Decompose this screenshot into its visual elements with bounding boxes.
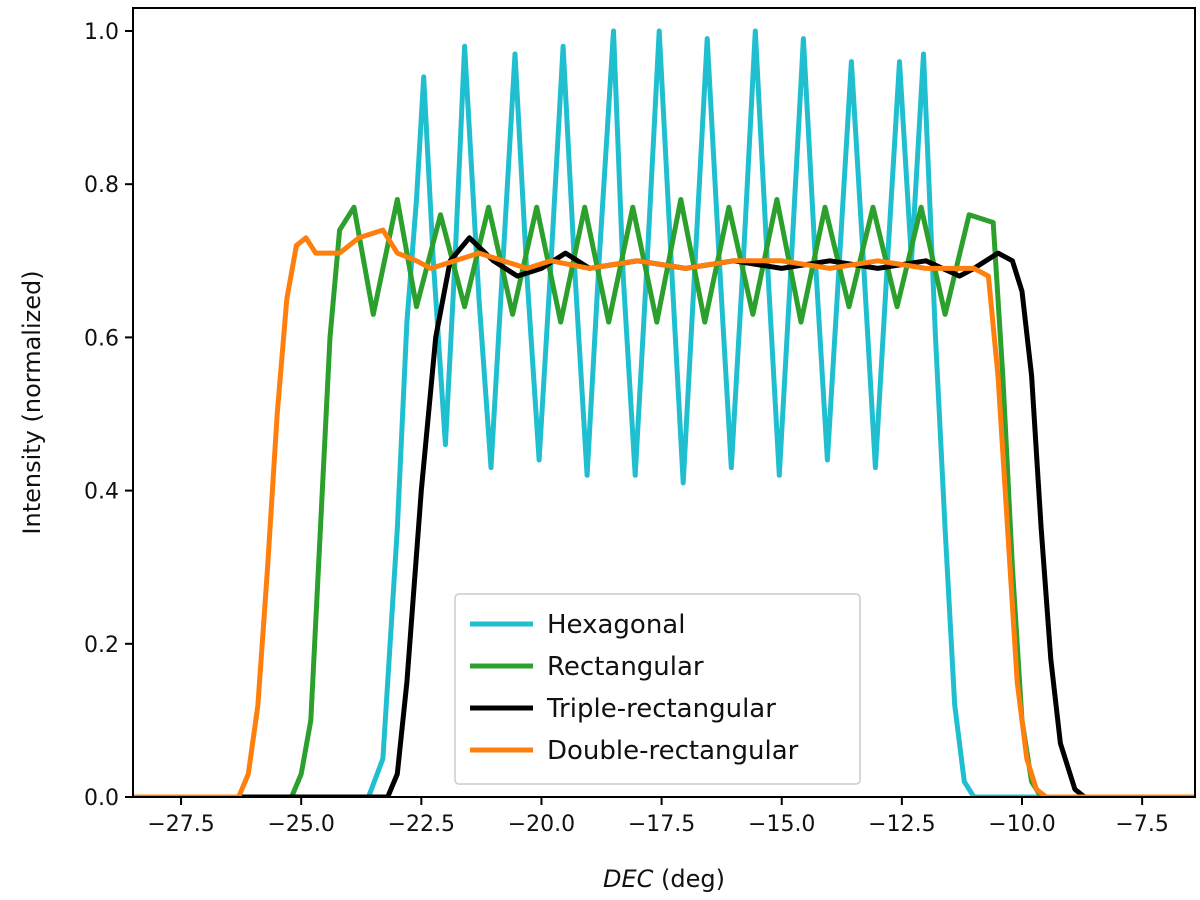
y-tick-label: 0.0 [84,786,119,811]
x-tick-label: −17.5 [628,812,695,837]
legend-label: Rectangular [547,652,704,682]
y-tick-label: 0.8 [84,173,119,198]
x-tick-label: −22.5 [388,812,455,837]
legend-box [454,593,861,785]
y-tick-label: 0.6 [84,326,119,351]
x-tick-label: −27.5 [147,812,214,837]
series-layer [133,28,1195,797]
x-axis-label-var: DEC [603,865,654,893]
x-tick-label: −25.0 [267,812,334,837]
y-tick-label: 0.2 [84,633,119,658]
y-tick-label: 1.0 [84,20,119,45]
legend-label: Hexagonal [547,610,685,640]
legend-label: Double-rectangular [547,736,799,766]
x-tick-label: −10.0 [988,812,1055,837]
series-line-double-rectangular [133,227,1195,797]
legend-label: Triple-rectangular [546,694,776,724]
x-tick-label: −12.5 [868,812,935,837]
x-tick-label: −15.0 [748,812,815,837]
legend: Hexagonal Rectangular Triple-rectangular Do… [454,593,861,785]
x-axis-label: DEC (deg) [603,865,725,893]
y-axis-label: Intensity (normalized) [18,270,46,534]
x-axis-ticks: −27.5 −25.0 −22.5 −20.0 −17.5 −15.0 −12.5 −10.0… [147,797,1169,837]
y-tick-label: 0.4 [84,480,119,505]
series-line-rectangular [133,197,1195,797]
x-tick-label: −20.0 [508,812,575,837]
series-line-triple-rectangular [133,235,1195,797]
x-axis-label-unit: (deg) [653,865,725,893]
plot-frame [132,7,1196,798]
y-axis-ticks: 0.0 0.2 0.4 0.6 0.8 1.0 [84,20,133,811]
x-tick-label: −7.5 [1115,812,1168,837]
